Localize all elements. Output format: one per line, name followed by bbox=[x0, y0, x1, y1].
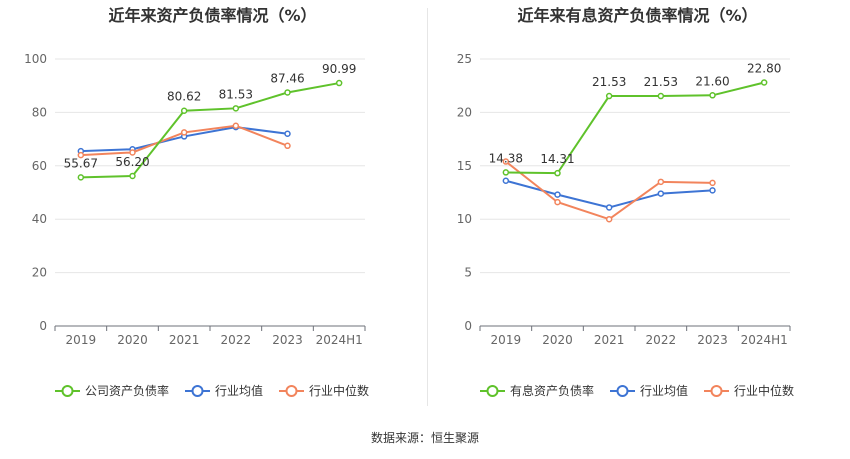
legend-marker-icon bbox=[61, 385, 74, 397]
data-point bbox=[77, 151, 85, 159]
data-point bbox=[657, 178, 665, 186]
data-point bbox=[760, 79, 768, 86]
data-label: 14.38 bbox=[489, 151, 523, 165]
data-label: 21.60 bbox=[695, 74, 729, 88]
x-tick-label: 2022 bbox=[221, 333, 252, 347]
line-chart-asset-liability: 0 20 40 60 80 100 2019 2020 2021 2022 2023 2024H1 55… bbox=[24, 52, 369, 398]
data-label: 81.53 bbox=[219, 87, 253, 101]
series-line bbox=[505, 81, 765, 175]
x-tick-label: 2024H1 bbox=[741, 333, 788, 347]
data-point bbox=[554, 198, 561, 206]
x-tick-label: 2021 bbox=[594, 333, 625, 347]
x-tick-label: 2024H1 bbox=[316, 333, 363, 347]
x-tick-label: 2023 bbox=[272, 333, 303, 347]
data-point bbox=[77, 174, 85, 181]
legend-label: 有息资产负债率 bbox=[510, 383, 594, 398]
x-tick-label: 2019 bbox=[491, 333, 522, 347]
y-tick-label: 5 bbox=[464, 266, 472, 280]
data-label: 22.80 bbox=[747, 61, 781, 75]
chart-title: 近年来有息资产负债率情况（%） bbox=[517, 6, 758, 25]
legend-label: 行业中位数 bbox=[309, 383, 369, 398]
y-tick-label: 20 bbox=[32, 266, 47, 280]
data-point bbox=[554, 169, 561, 177]
legend-item[interactable]: 行业均值 bbox=[185, 383, 263, 398]
legend-label: 行业均值 bbox=[640, 383, 688, 398]
data-point bbox=[232, 105, 240, 112]
data-point bbox=[709, 187, 716, 194]
data-point bbox=[502, 177, 510, 185]
legend-label: 公司资产负债率 bbox=[85, 383, 169, 398]
legend-marker-icon bbox=[710, 385, 723, 397]
y-tick-label: 40 bbox=[32, 212, 47, 226]
data-point bbox=[129, 172, 136, 180]
legend-item[interactable]: 行业均值 bbox=[610, 383, 688, 398]
data-label: 56.20 bbox=[115, 155, 149, 169]
data-point bbox=[335, 79, 343, 87]
data-point bbox=[232, 122, 240, 129]
legend-marker-icon bbox=[616, 385, 629, 397]
series-line bbox=[80, 82, 340, 179]
data-point bbox=[502, 158, 510, 165]
data-point bbox=[180, 107, 188, 114]
chart-panel-interest-bearing: 近年来有息资产负债率情况（%） 0 5 10 15 20 25 2019 2020 2021 20… bbox=[425, 0, 850, 410]
data-point bbox=[605, 92, 613, 100]
data-point bbox=[284, 130, 291, 138]
legend-label: 行业均值 bbox=[215, 383, 263, 398]
legend-item[interactable]: 有息资产负债率 bbox=[480, 383, 594, 398]
panel-divider bbox=[427, 8, 428, 406]
data-point bbox=[657, 190, 665, 197]
chart-panel-asset-liability: 近年来资产负债率情况（%） 0 20 40 60 80 100 2019 2020 2021 20… bbox=[0, 0, 425, 410]
data-point bbox=[284, 89, 291, 96]
y-tick-label: 80 bbox=[32, 105, 47, 119]
x-tick-label: 2021 bbox=[169, 333, 200, 347]
data-label: 55.67 bbox=[64, 156, 98, 170]
legend-label: 行业中位数 bbox=[734, 383, 794, 398]
data-point bbox=[605, 204, 613, 211]
y-tick-label: 0 bbox=[464, 319, 472, 333]
x-tick-label: 2020 bbox=[542, 333, 573, 347]
data-point bbox=[502, 169, 510, 176]
data-point bbox=[554, 191, 561, 198]
data-point bbox=[709, 179, 716, 187]
y-tick-label: 15 bbox=[457, 159, 472, 173]
data-point bbox=[284, 142, 291, 150]
legend-item[interactable]: 公司资产负债率 bbox=[55, 383, 169, 398]
y-tick-label: 25 bbox=[457, 52, 472, 66]
data-label: 21.53 bbox=[592, 75, 626, 89]
x-tick-label: 2022 bbox=[646, 333, 677, 347]
legend-marker-icon bbox=[191, 385, 204, 397]
chart-title: 近年来资产负债率情况（%） bbox=[108, 6, 317, 25]
data-label: 80.62 bbox=[167, 90, 201, 104]
y-tick-label: 60 bbox=[32, 159, 47, 173]
data-label: 21.53 bbox=[644, 75, 678, 89]
data-label: 14.31 bbox=[540, 152, 574, 166]
legend-marker-icon bbox=[285, 385, 298, 397]
data-label: 87.46 bbox=[270, 71, 304, 85]
legend-item[interactable]: 行业中位数 bbox=[704, 383, 794, 398]
x-tick-label: 2023 bbox=[697, 333, 728, 347]
data-point bbox=[129, 149, 136, 156]
y-tick-label: 0 bbox=[39, 319, 47, 333]
data-point bbox=[605, 215, 613, 223]
data-point bbox=[657, 92, 665, 100]
y-tick-label: 10 bbox=[457, 212, 472, 226]
data-label: 90.99 bbox=[322, 62, 356, 76]
x-tick-label: 2020 bbox=[117, 333, 148, 347]
legend-marker-icon bbox=[486, 385, 499, 397]
legend-item[interactable]: 行业中位数 bbox=[279, 383, 369, 398]
line-chart-interest-bearing: 0 5 10 15 20 25 2019 2020 2021 2022 2023 2024H1 14.3… bbox=[457, 52, 794, 398]
data-source-note: 数据来源：恒生聚源 bbox=[370, 431, 479, 445]
data-point bbox=[180, 129, 188, 136]
y-tick-label: 20 bbox=[457, 105, 472, 119]
x-tick-label: 2019 bbox=[66, 333, 97, 347]
y-tick-label: 100 bbox=[24, 52, 47, 66]
data-point bbox=[709, 92, 716, 99]
